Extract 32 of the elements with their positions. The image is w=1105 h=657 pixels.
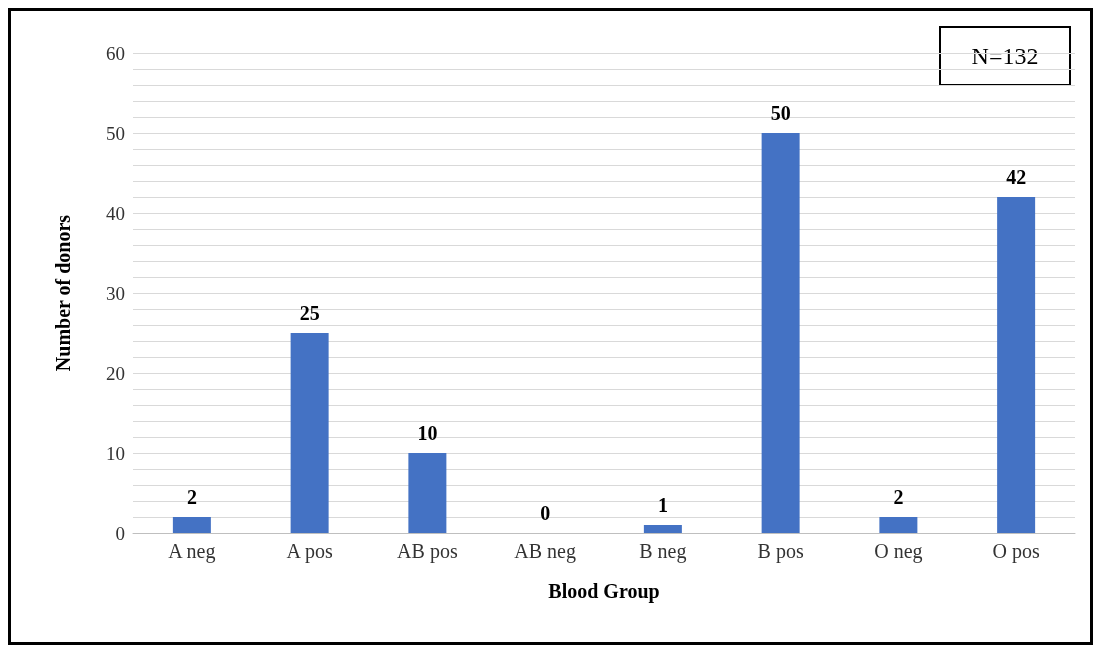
x-tick-label: A pos [286, 540, 333, 563]
x-tick-label: AB neg [514, 540, 576, 563]
x-tick-label: A neg [168, 540, 216, 563]
data-label: 42 [1006, 166, 1027, 188]
x-tick-label: AB pos [397, 540, 458, 563]
bar [997, 197, 1036, 533]
data-label: 0 [540, 502, 551, 524]
data-label: 2 [893, 486, 904, 508]
bar [761, 133, 800, 533]
data-label: 50 [770, 102, 791, 124]
y-axis-title: Number of donors [52, 214, 74, 372]
y-tick-label: 10 [106, 442, 125, 464]
bar [408, 453, 447, 533]
y-tick-label: 20 [106, 362, 125, 384]
y-tick-label: 40 [106, 202, 125, 224]
bar [879, 517, 918, 533]
y-tick-label: 0 [115, 522, 125, 544]
data-label: 10 [417, 422, 438, 444]
x-tick-label: B pos [757, 540, 804, 563]
bar [643, 525, 682, 533]
bar [290, 333, 329, 533]
data-label: 2 [186, 486, 197, 508]
data-label: 25 [299, 302, 320, 324]
x-tick-label: B neg [639, 540, 687, 563]
y-tick-label: 30 [106, 282, 125, 304]
x-axis-title: Blood Group [548, 580, 660, 603]
data-label: 1 [657, 494, 668, 516]
y-tick-label: 60 [106, 42, 125, 64]
y-tick-label: 50 [106, 122, 125, 144]
x-tick-label: O pos [992, 540, 1040, 563]
x-tick-label: O neg [874, 540, 923, 563]
bar [172, 517, 211, 533]
